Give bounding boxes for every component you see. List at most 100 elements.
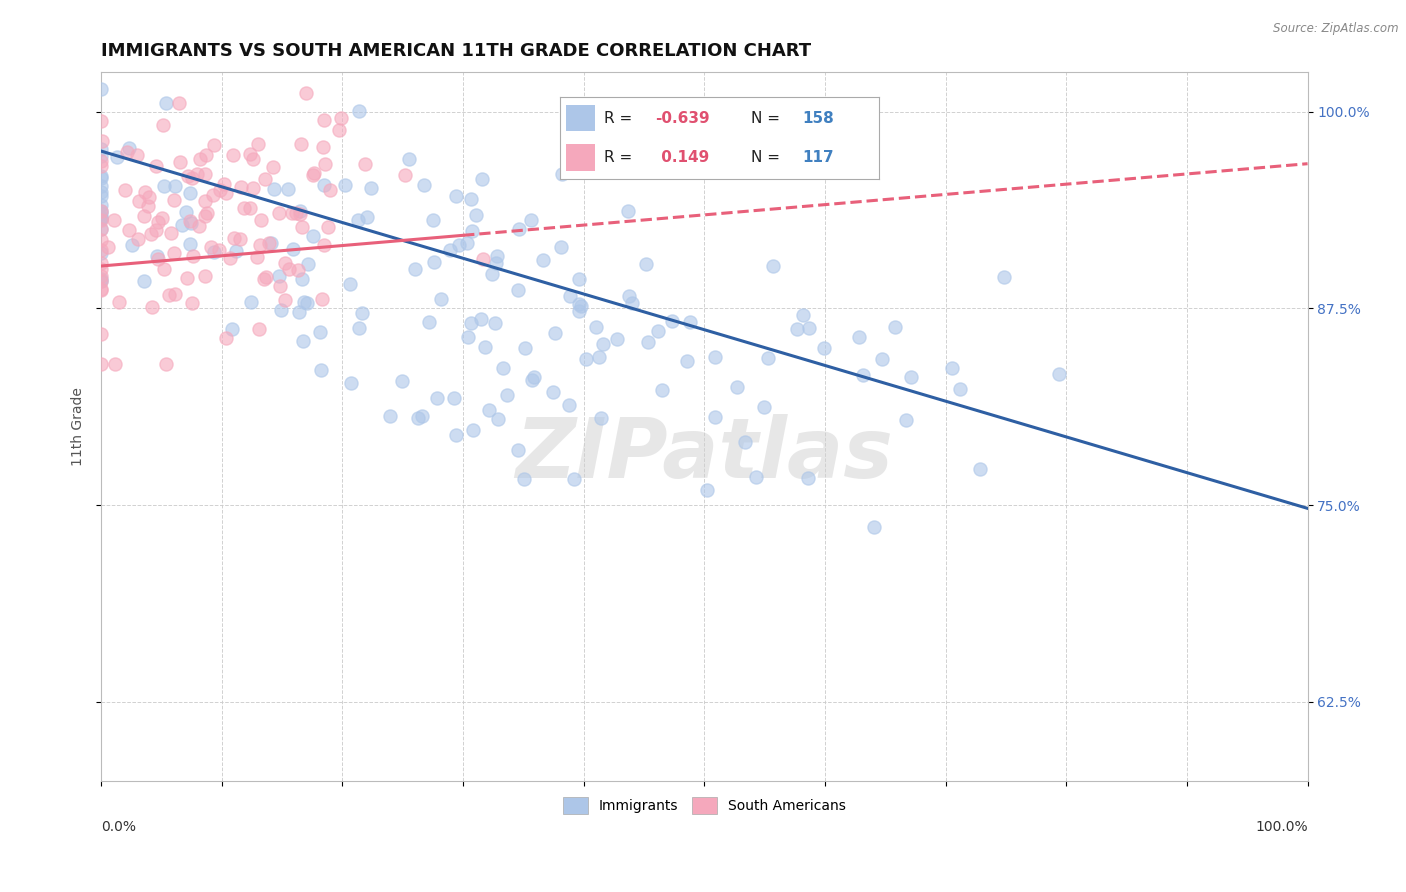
Point xyxy=(354,157,377,171)
Point xyxy=(786,322,808,336)
Point xyxy=(696,483,718,497)
Point xyxy=(222,231,245,245)
Point xyxy=(291,220,314,235)
Point xyxy=(239,147,262,161)
Point xyxy=(229,180,252,194)
Point xyxy=(163,245,186,260)
Point xyxy=(90,244,112,258)
Point xyxy=(523,369,546,384)
Point xyxy=(288,305,311,319)
Point xyxy=(295,86,318,100)
Text: Source: ZipAtlas.com: Source: ZipAtlas.com xyxy=(1274,22,1399,36)
Point xyxy=(287,263,309,277)
Point xyxy=(180,216,202,230)
Point xyxy=(568,272,591,286)
Point xyxy=(284,206,307,220)
Point xyxy=(90,222,112,236)
Point xyxy=(969,462,991,476)
Point xyxy=(619,288,641,302)
Point xyxy=(157,288,180,302)
Point xyxy=(90,262,112,277)
Point xyxy=(460,316,482,330)
Point xyxy=(262,160,284,174)
Point xyxy=(704,410,727,425)
Point xyxy=(411,409,433,424)
Point xyxy=(145,223,167,237)
Point xyxy=(568,296,591,310)
Point xyxy=(398,152,420,166)
Point xyxy=(202,245,225,260)
Point xyxy=(263,181,285,195)
Point xyxy=(250,213,273,227)
Point xyxy=(132,210,155,224)
Point xyxy=(90,274,112,288)
Point xyxy=(544,326,567,340)
Point xyxy=(179,237,201,252)
Y-axis label: 11th Grade: 11th Grade xyxy=(72,387,86,466)
Point xyxy=(90,268,112,283)
Point xyxy=(335,178,357,193)
Point xyxy=(752,401,775,415)
Point xyxy=(461,224,484,238)
Point xyxy=(329,111,352,125)
Point xyxy=(150,211,173,226)
Point xyxy=(145,159,167,173)
Point xyxy=(797,471,820,485)
Point xyxy=(253,272,276,286)
Point xyxy=(813,341,835,355)
Point xyxy=(636,257,658,271)
Point xyxy=(309,362,332,376)
Point xyxy=(90,272,112,286)
Point xyxy=(90,274,112,288)
Point xyxy=(311,292,333,306)
Point xyxy=(347,321,370,335)
Point xyxy=(181,295,204,310)
Point xyxy=(863,520,886,534)
Point xyxy=(430,292,453,306)
Point xyxy=(474,340,496,354)
Point xyxy=(90,206,112,220)
Point xyxy=(651,384,673,398)
Point xyxy=(125,147,148,161)
Point xyxy=(174,205,197,219)
Point xyxy=(188,153,211,167)
Point xyxy=(406,411,429,425)
Point xyxy=(155,357,177,371)
Point xyxy=(508,222,530,236)
Point xyxy=(202,138,225,153)
Point xyxy=(90,213,112,227)
Point xyxy=(277,261,299,276)
Point xyxy=(297,296,319,310)
Point xyxy=(464,208,486,222)
Point xyxy=(90,246,112,260)
Point xyxy=(550,240,572,254)
Point xyxy=(637,335,659,350)
Point xyxy=(281,206,304,220)
Point xyxy=(179,214,201,228)
Point xyxy=(267,269,290,284)
Point xyxy=(194,148,217,162)
Point xyxy=(848,330,870,344)
Point xyxy=(508,283,530,297)
Point xyxy=(356,210,378,224)
Text: 0.0%: 0.0% xyxy=(101,820,136,834)
Point xyxy=(449,238,471,252)
Point xyxy=(169,155,191,169)
Point xyxy=(478,403,501,417)
Point xyxy=(852,368,875,382)
Point xyxy=(352,306,374,320)
Point xyxy=(90,148,112,162)
Point xyxy=(201,187,224,202)
Point xyxy=(302,166,325,180)
Point xyxy=(339,277,361,292)
Point xyxy=(443,391,465,405)
Point xyxy=(294,295,316,310)
Point xyxy=(90,179,112,194)
Point xyxy=(221,322,243,336)
Point xyxy=(90,283,112,297)
Point xyxy=(208,243,231,257)
Point xyxy=(247,322,270,336)
Point xyxy=(90,82,112,96)
Text: IMMIGRANTS VS SOUTH AMERICAN 11TH GRADE CORRELATION CHART: IMMIGRANTS VS SOUTH AMERICAN 11TH GRADE … xyxy=(101,42,811,60)
Point xyxy=(90,159,112,173)
